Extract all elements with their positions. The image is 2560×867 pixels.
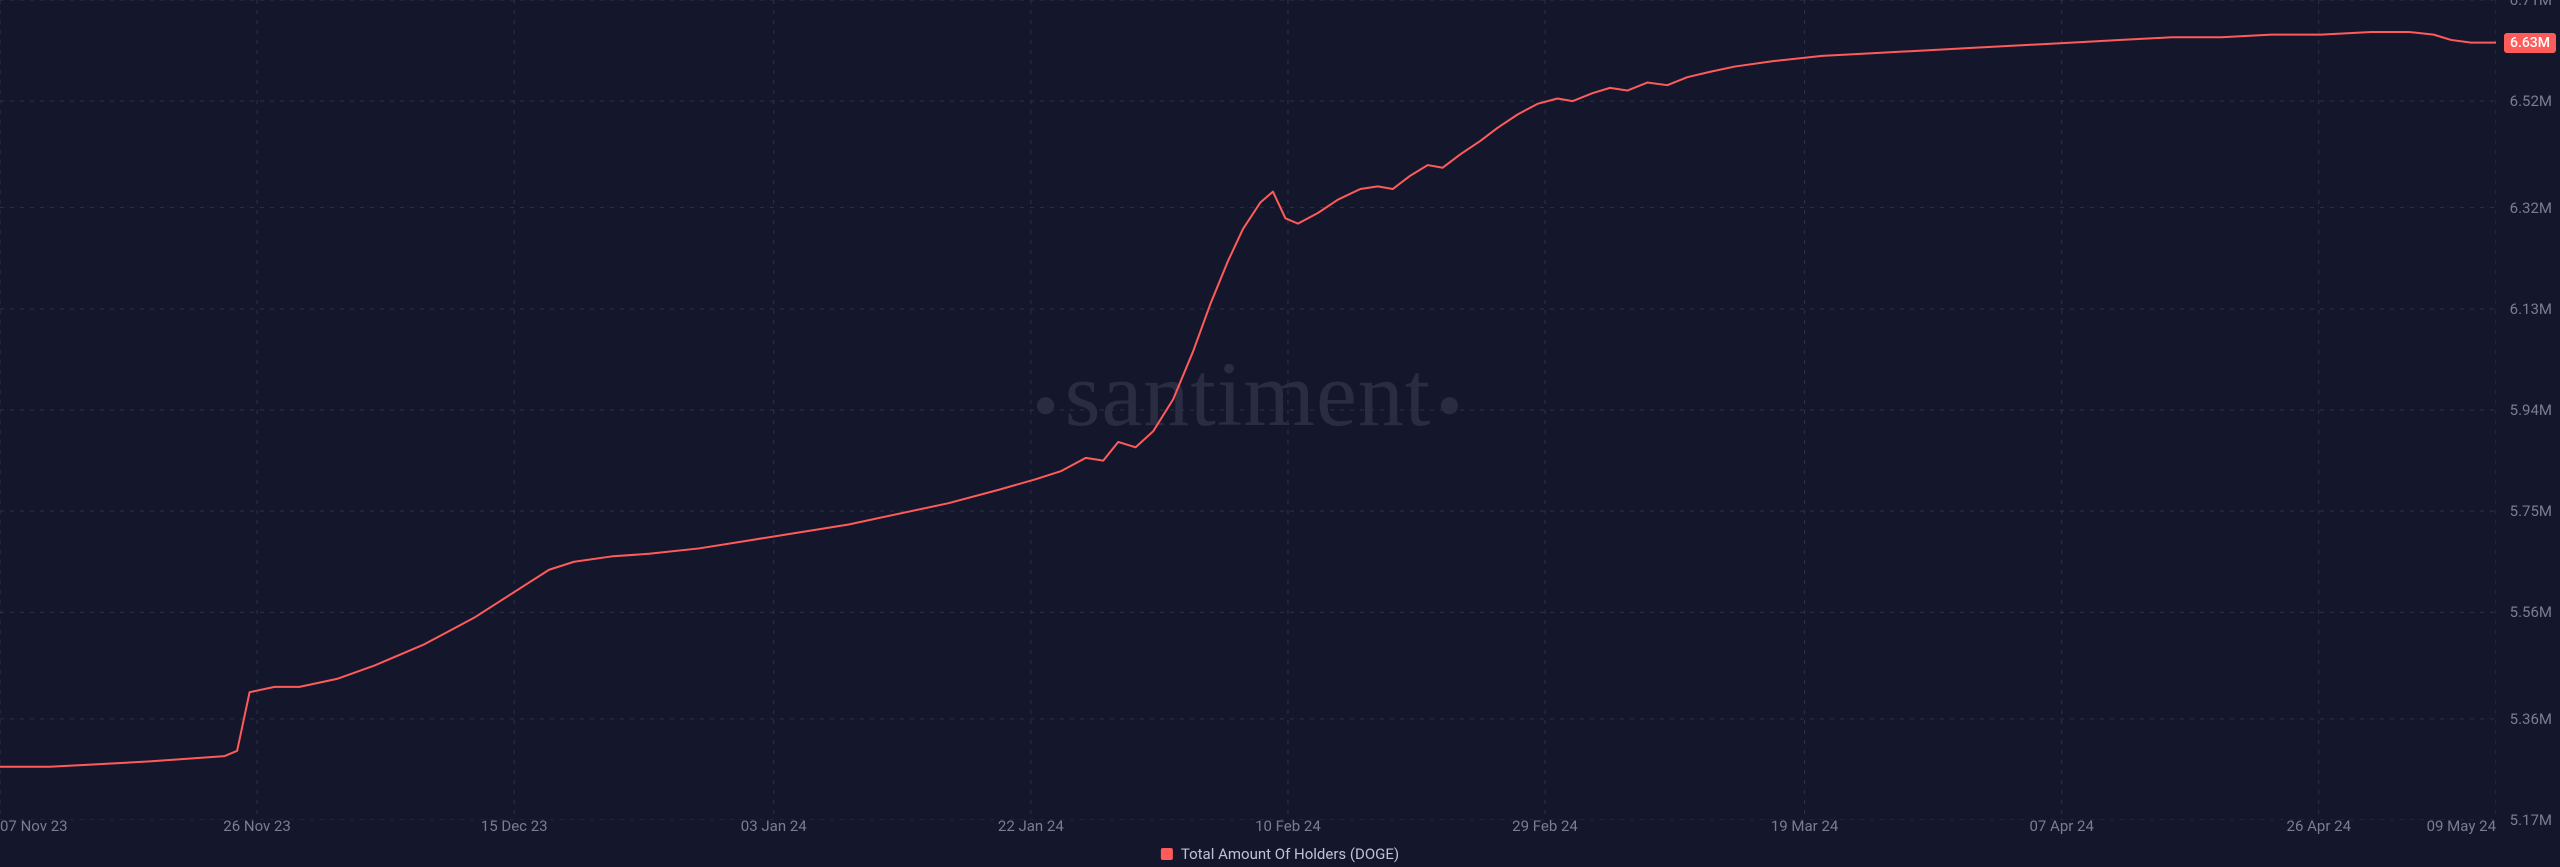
x-tick-label: 10 Feb 24 [1255,817,1321,835]
current-value-badge: 6.63M [2504,33,2556,53]
x-tick-label: 29 Feb 24 [1512,817,1578,835]
x-tick-label: 03 Jan 24 [741,817,807,835]
line-series [0,0,2496,820]
x-tick-label: 07 Nov 23 [0,817,68,835]
legend-label: Total Amount Of Holders (DOGE) [1181,845,1399,863]
y-tick-label: 5.17M [2510,811,2552,829]
x-axis: 07 Nov 23 26 Nov 23 15 Dec 23 03 Jan 24 22 J… [0,817,2496,837]
x-tick-label: 15 Dec 23 [481,817,548,835]
x-tick-label: 19 Mar 24 [1771,817,1839,835]
y-tick-label: 5.75M [2510,502,2552,520]
y-tick-label: 6.13M [2510,300,2552,318]
chart-container: ●santiment● 6.71M 6.52M 6.32M 6.13M 5.94M 5.7… [0,0,2560,867]
plot-area: ●santiment● [0,0,2496,820]
y-tick-label: 6.71M [2510,0,2552,9]
y-tick-label: 5.56M [2510,603,2552,621]
x-tick-label: 09 May 24 [2427,817,2496,835]
y-axis: 6.71M 6.52M 6.32M 6.13M 5.94M 5.75M 5.56M 5.36M… [2496,0,2560,820]
legend: Total Amount Of Holders (DOGE) [1161,845,1399,863]
y-tick-label: 5.94M [2510,401,2552,419]
x-tick-label: 07 Apr 24 [2029,817,2093,835]
y-tick-label: 6.32M [2510,199,2552,217]
x-tick-label: 22 Jan 24 [998,817,1064,835]
x-tick-label: 26 Apr 24 [2287,817,2351,835]
legend-swatch [1161,848,1173,860]
y-tick-label: 6.52M [2510,92,2552,110]
y-tick-label: 5.36M [2510,710,2552,728]
x-tick-label: 26 Nov 23 [223,817,291,835]
